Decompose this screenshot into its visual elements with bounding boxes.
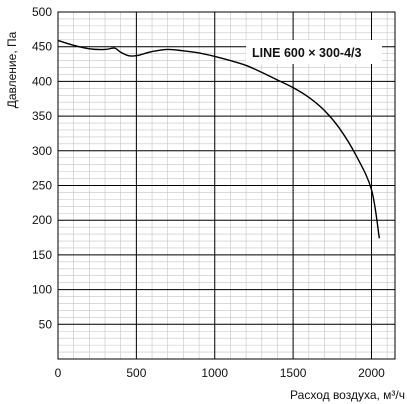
y-tick-label: 350: [32, 109, 52, 123]
y-tick-label: 400: [32, 74, 52, 88]
legend-series-label: LINE 600 × 300-4/3: [252, 46, 361, 60]
y-tick-label: 50: [39, 317, 53, 331]
y-tick-label: 300: [32, 144, 52, 158]
x-tick-label: 0: [55, 366, 62, 380]
x-tick-label: 500: [126, 366, 146, 380]
y-tick-label: 450: [32, 40, 52, 54]
series-line: [57, 39, 381, 239]
y-axis-label: Давление, Па: [5, 31, 19, 108]
y-tick-labels: 50 100 150 200 250 300 350 400 450 500: [32, 5, 52, 331]
major-grid: [58, 12, 395, 359]
x-axis-label: Расход воздуха, м³/ч: [290, 388, 405, 402]
x-tick-label: 1500: [280, 366, 307, 380]
y-tick-label: 100: [32, 283, 52, 297]
y-tick-label: 250: [32, 179, 52, 193]
plot-frame: [57, 11, 396, 360]
legend-box: [246, 40, 382, 64]
x-tick-label: 1000: [201, 366, 228, 380]
x-tick-label: 2000: [358, 366, 385, 380]
y-tick-label: 150: [32, 248, 52, 262]
y-tick-label: 200: [32, 213, 52, 227]
y-tick-label: 500: [32, 5, 52, 19]
x-tick-labels: 0 500 1000 1500 2000: [55, 366, 386, 380]
